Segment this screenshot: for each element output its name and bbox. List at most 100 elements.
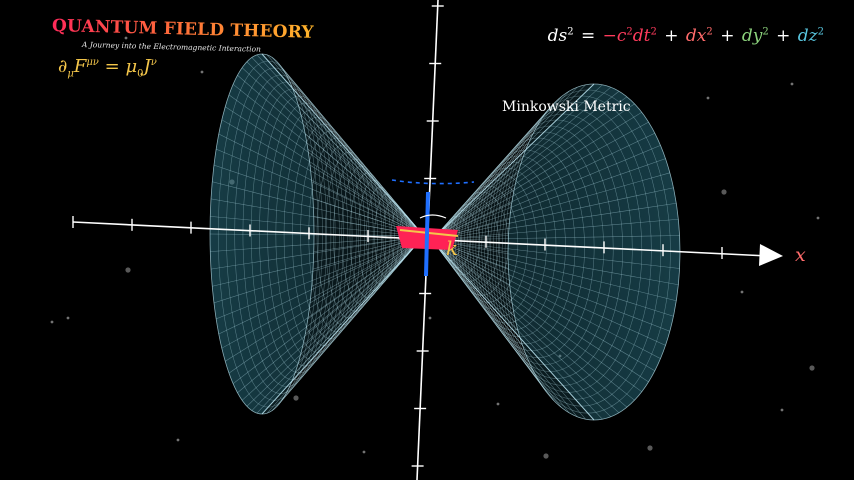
field-vectors (391, 179, 475, 277)
cone-mesh-line (431, 112, 642, 241)
cone-mesh-line (431, 91, 570, 241)
cone-edge (261, 53, 425, 237)
cone-mesh-line (431, 87, 578, 241)
cone-mesh-line (431, 87, 611, 241)
cone-mesh-line (218, 235, 425, 335)
star (809, 365, 815, 371)
cone-mesh-line (431, 239, 603, 420)
cone-mesh-line (431, 158, 666, 241)
cone-mesh-line (431, 239, 534, 371)
cone-mesh-line (431, 91, 620, 241)
cone-mesh-line (286, 235, 425, 393)
cone-mesh-line (271, 235, 425, 411)
cone-mesh-line (431, 239, 528, 359)
cone-mesh-line (431, 172, 670, 241)
minkowski-metric-equation: ds2 = −c2dt2 + dx2 + dy2 + dz2 (547, 26, 824, 46)
cone-mesh-line (232, 84, 425, 237)
cone-mesh-line (431, 239, 519, 332)
cone-mesh-line (431, 172, 519, 241)
cone-mesh-line (431, 121, 649, 241)
cone-mesh-line (212, 181, 425, 237)
cone-mesh-line (431, 145, 661, 241)
cone-mesh-line (298, 235, 425, 362)
cone-mesh-line (431, 239, 512, 301)
x-axis-label: x (795, 244, 806, 266)
cone-mesh-line (210, 216, 425, 237)
cone-mesh-line (237, 235, 425, 393)
cone-mesh-line (225, 235, 425, 362)
cone-mesh-line (431, 239, 680, 269)
minkowski-metric-label: Minkowski Metric (502, 99, 631, 115)
star (780, 408, 784, 412)
cone-mesh-line (276, 61, 425, 237)
cone-mesh-line (431, 84, 586, 241)
cone-mesh-line (309, 164, 425, 237)
cone-mesh-line (431, 239, 649, 383)
star (816, 216, 820, 220)
cone-mesh-line (225, 106, 425, 237)
star (176, 438, 180, 442)
star (740, 290, 744, 294)
cone-mesh-line (431, 239, 586, 420)
cone-mesh-line (431, 84, 603, 241)
x-axis-arrowhead (759, 244, 783, 266)
cone-mesh-line (246, 61, 425, 237)
cone-mesh-line (305, 235, 425, 335)
cone-mesh-line (431, 112, 547, 241)
cone-mesh-line (281, 67, 425, 237)
star (647, 445, 653, 451)
star (543, 453, 549, 459)
cone-mesh-line (256, 235, 425, 414)
cone-mesh-line (216, 235, 425, 320)
star (706, 96, 710, 100)
cone-mesh-line (431, 103, 554, 241)
cone-mesh-line (294, 235, 425, 374)
cone-mesh-line (276, 235, 425, 407)
cone-mesh-line (305, 133, 425, 237)
cone-mesh-line (431, 239, 554, 401)
cone-mesh-line (431, 239, 642, 392)
light-cone-left (209, 53, 425, 415)
cone-mesh-line (431, 239, 547, 392)
star (721, 189, 727, 195)
cone-mesh-line (266, 54, 425, 237)
cone-mesh-line (216, 148, 425, 237)
cone-mesh-line (209, 233, 425, 237)
cone-mesh-line (431, 235, 680, 241)
cone-mesh-line (251, 235, 425, 411)
cone-mesh-line (307, 148, 425, 237)
wave-front (391, 179, 475, 185)
cone-mesh-line (212, 235, 425, 287)
cone-mesh-line (271, 57, 425, 237)
star (362, 450, 366, 454)
cone-mesh-line (431, 239, 666, 346)
cone-mesh-line (281, 235, 425, 401)
cone-mesh-line (256, 54, 425, 237)
cone-mesh-line (431, 96, 562, 241)
cone-mesh-line (213, 164, 425, 237)
cone-mesh-line (241, 67, 425, 237)
cone-mesh-line (431, 239, 670, 332)
maxwell-equation: ∂μFμν = μ0Jν (58, 56, 157, 80)
cone-mesh-line (431, 218, 679, 241)
cone-mesh-line (431, 239, 540, 383)
cone-mesh-line (213, 235, 425, 304)
cone-mesh-line (431, 239, 562, 408)
cone-mesh-line (228, 235, 425, 374)
cone-body (432, 84, 680, 420)
cone-mesh-line (210, 235, 425, 270)
cone-mesh-line (218, 133, 425, 237)
star (66, 316, 70, 320)
cone-mesh-line (266, 235, 425, 414)
cone-mesh-line (286, 75, 425, 237)
cone-mesh-line (210, 198, 425, 237)
star (790, 82, 794, 86)
cone-mesh-line (431, 103, 635, 241)
cone-mesh-line (431, 239, 677, 302)
cone-mesh-line (431, 96, 628, 241)
cone-mesh-line (251, 57, 425, 237)
cone-mesh-line (298, 106, 425, 237)
cone-mesh-line (221, 119, 425, 237)
cone-mesh-line (246, 235, 425, 407)
